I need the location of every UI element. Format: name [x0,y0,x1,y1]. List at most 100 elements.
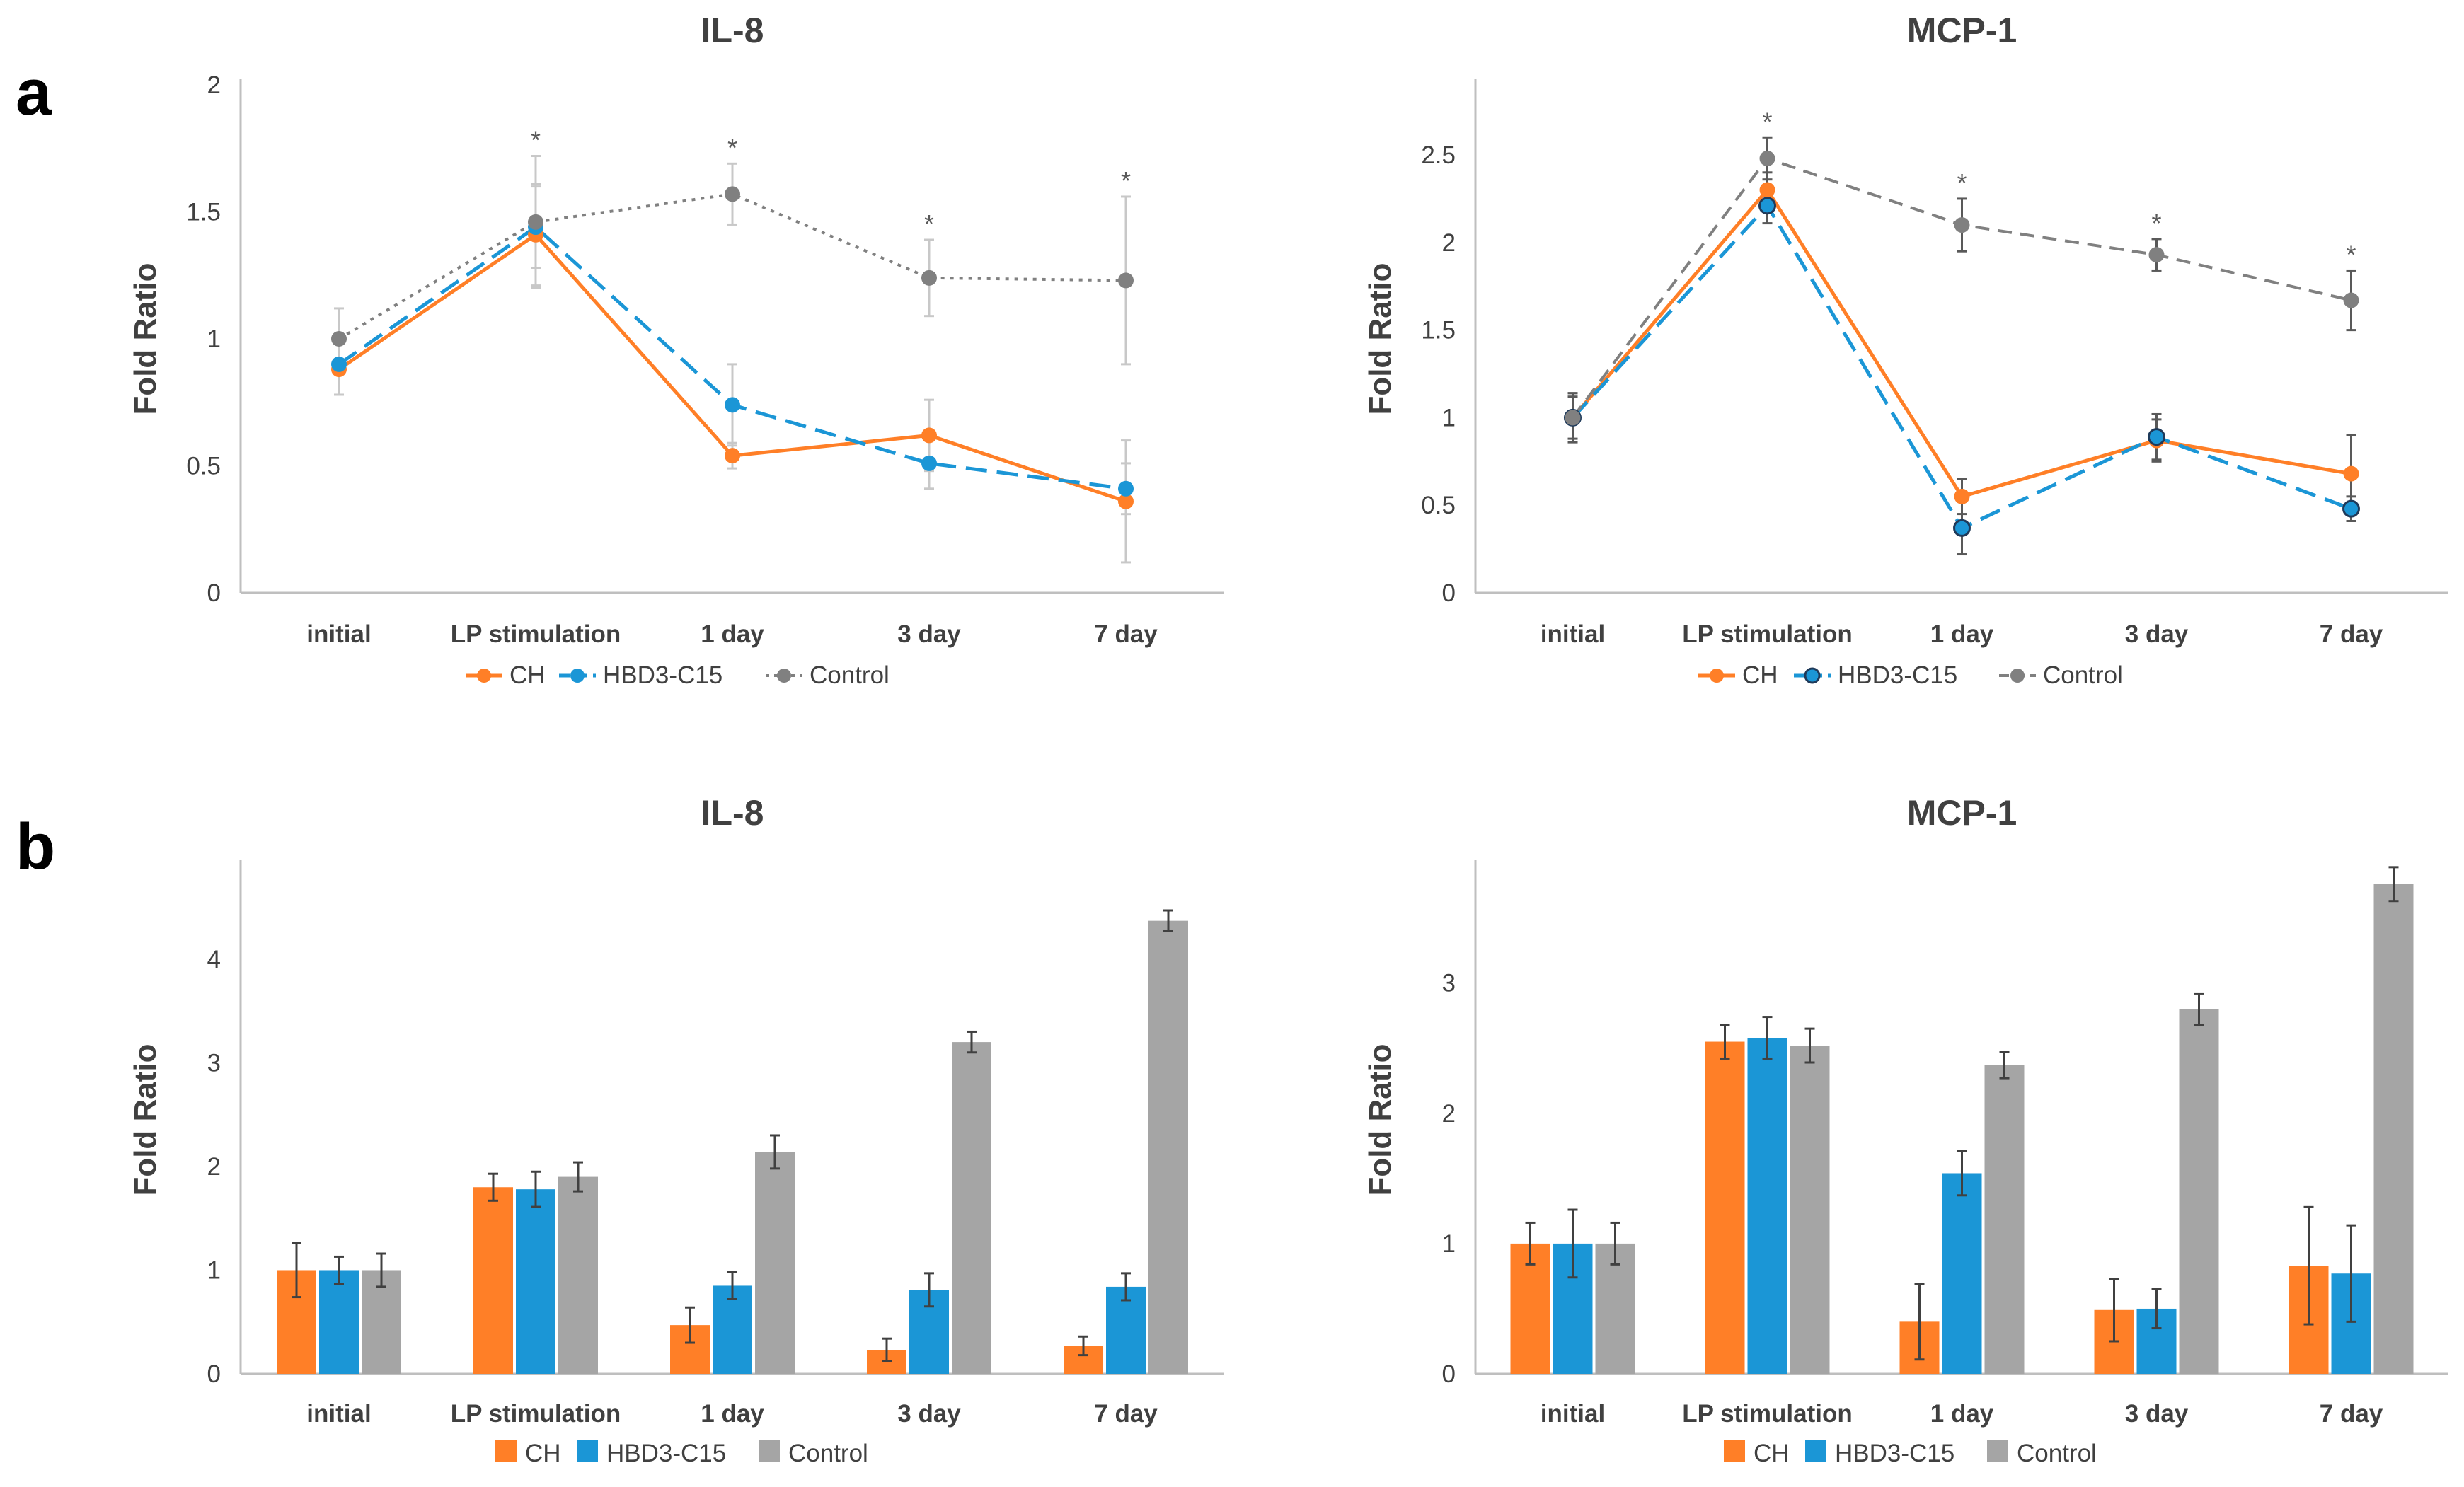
chart-3-xtick-initial: initial [1541,1400,1605,1428]
chart-1-legend-marker-ch [1710,669,1724,683]
chart-2-ytick-2: 2 [207,1153,221,1181]
chart-1-xtick-lp-stimulation: LP stimulation [1682,620,1853,648]
chart-0-significance-3: * [924,209,934,238]
chart-0-xtick-3-day: 3 day [897,620,961,648]
chart-a-mcp1: MCP-1 Fold Ratio 0 0.5 1 1.5 2 2.5 initial LP sti… [1363,11,2448,689]
chart-0-ytick-2: 2 [207,71,221,99]
chart-0-legend-marker-ch [477,669,491,683]
chart-3-legend-text-ch: CH [1754,1440,1790,1467]
chart-2-bar-control-4 [1148,920,1188,1374]
chart-3-bar-control-1 [1790,1046,1830,1374]
chart-3-legend-text-control: Control [2017,1440,2097,1467]
chart-0-point-control-1 [528,214,543,230]
chart-2-bar-control-2 [755,1152,795,1374]
chart-0-xtick-7-day: 7 day [1094,620,1158,648]
chart-1-legend-text-control: Control [2043,661,2123,689]
chart-1-point-ch-1 [1759,182,1775,198]
chart-3-bar-control-4 [2373,884,2414,1374]
chart-2-ytick-3: 3 [207,1049,221,1077]
chart-3-ylabel: Fold Ratio [1363,1043,1398,1196]
chart-3-bar-control-2 [1984,1065,2025,1374]
chart-3-legend-text-hbd3-c15: HBD3-C15 [1835,1440,1954,1467]
chart-0-legend-marker-hbd3-c15 [570,669,585,683]
chart-1-xtick-7-day: 7 day [2320,620,2383,648]
chart-1-point-ch-2 [1954,488,1970,504]
chart-1-point-hbd3-c15-4 [2342,499,2360,518]
chart-2-bar-ch-1 [473,1187,513,1374]
chart-1-point-control-2 [1954,217,1970,233]
chart-3-bar-hbd3-c15-1 [1747,1038,1787,1374]
chart-0-point-ch-3 [921,427,937,444]
chart-0-point-control-4 [1118,272,1134,289]
chart-1-title: MCP-1 [1907,11,2017,50]
chart-3-legend-swatch-hbd3-c15 [1805,1440,1826,1462]
chart-1-significance-1: * [1762,107,1772,136]
chart-2-legend-swatch-hbd3-c15 [577,1440,598,1462]
chart-2-ytick-1: 1 [207,1256,221,1284]
chart-1-ytick-0: 0 [1442,579,1456,607]
chart-0-point-control-2 [725,186,740,202]
chart-3-legend-swatch-control [1987,1440,2008,1462]
chart-0-significance-4: * [1121,166,1131,195]
chart-0-significance-2: * [727,133,737,162]
chart-3-xtick-1-day: 1 day [1930,1400,1994,1428]
chart-1-point-control-3 [2148,247,2165,263]
chart-1-point-control-0 [1565,410,1581,426]
chart-0-legend-text-control: Control [810,661,890,689]
chart-1-point-control-1 [1759,150,1775,166]
chart-2-xtick-initial: initial [306,1400,371,1428]
chart-0-ytick-0-5: 0.5 [186,453,221,480]
chart-1-point-control-4 [2343,292,2359,308]
chart-0-ytick-1: 1 [207,325,221,353]
chart-3-ytick-2: 2 [1442,1100,1456,1128]
chart-2-bar-hbd3-c15-2 [713,1285,752,1374]
chart-0-xtick-lp-stimulation: LP stimulation [451,620,621,648]
chart-1-legend-text-hbd3-c15: HBD3-C15 [1838,661,1957,689]
panel-letter-a: a [16,57,52,129]
chart-b-il8: IL-8 Fold Ratio 0 1 2 3 4 initial LP stimulation… [128,793,1224,1467]
chart-2-legend-text-control: Control [788,1440,868,1467]
chart-3-ytick-0: 0 [1442,1360,1456,1388]
panel-letter-b: b [16,811,55,883]
chart-0-xtick-1-day: 1 day [701,620,764,648]
chart-2-bar-hbd3-c15-1 [516,1189,555,1374]
chart-0-point-ch-2 [725,448,740,464]
chart-1-significance-3: * [2151,209,2161,238]
chart-1-xtick-3-day: 3 day [2125,620,2189,648]
chart-0-point-hbd3-c15-3 [921,455,937,471]
chart-0-xtick-initial: initial [306,620,371,648]
chart-3-legend-swatch-ch [1724,1440,1745,1462]
chart-0-significance-1: * [531,126,541,155]
chart-0-point-control-3 [921,270,937,286]
chart-2-ytick-4: 4 [207,946,221,973]
chart-0-ytick-0: 0 [207,579,221,607]
chart-0-point-control-0 [331,331,347,347]
chart-0-legend-marker-control [777,669,791,683]
chart-2-bar-control-3 [952,1042,991,1374]
chart-2-bar-hbd3-c15-0 [319,1270,359,1374]
chart-0-ytick-1-5: 1.5 [186,199,221,226]
chart-1-ytick-0-5: 0.5 [1421,492,1456,519]
chart-3-ytick-1: 1 [1442,1230,1456,1258]
chart-1-ytick-2: 2 [1442,229,1456,257]
chart-2-legend-swatch-ch [495,1440,517,1462]
chart-2-legend-text-hbd3-c15: HBD3-C15 [606,1440,726,1467]
chart-1-point-hbd3-c15-3 [2148,428,2165,446]
chart-3-bar-ch-1 [1705,1041,1745,1374]
chart-3-bar-control-3 [2179,1009,2219,1374]
chart-0-title: IL-8 [701,11,764,50]
chart-0-point-hbd3-c15-4 [1118,480,1134,497]
chart-3-bar-hbd3-c15-2 [1942,1173,1982,1374]
chart-0-point-ch-4 [1118,493,1134,509]
chart-2-xtick-3-day: 3 day [897,1400,961,1428]
chart-2-xtick-7-day: 7 day [1094,1400,1158,1428]
chart-3-title: MCP-1 [1907,793,2017,833]
chart-1-ytick-1: 1 [1442,404,1456,432]
chart-3-ytick-3: 3 [1442,970,1456,997]
chart-0-ylabel: Fold Ratio [128,262,163,415]
chart-2-ytick-0: 0 [207,1360,221,1388]
chart-3-xtick-lp-stimulation: LP stimulation [1682,1400,1853,1428]
chart-1-ylabel: Fold Ratio [1363,262,1398,415]
chart-1-ytick-2-5: 2.5 [1421,141,1456,169]
chart-2-title: IL-8 [701,793,764,833]
